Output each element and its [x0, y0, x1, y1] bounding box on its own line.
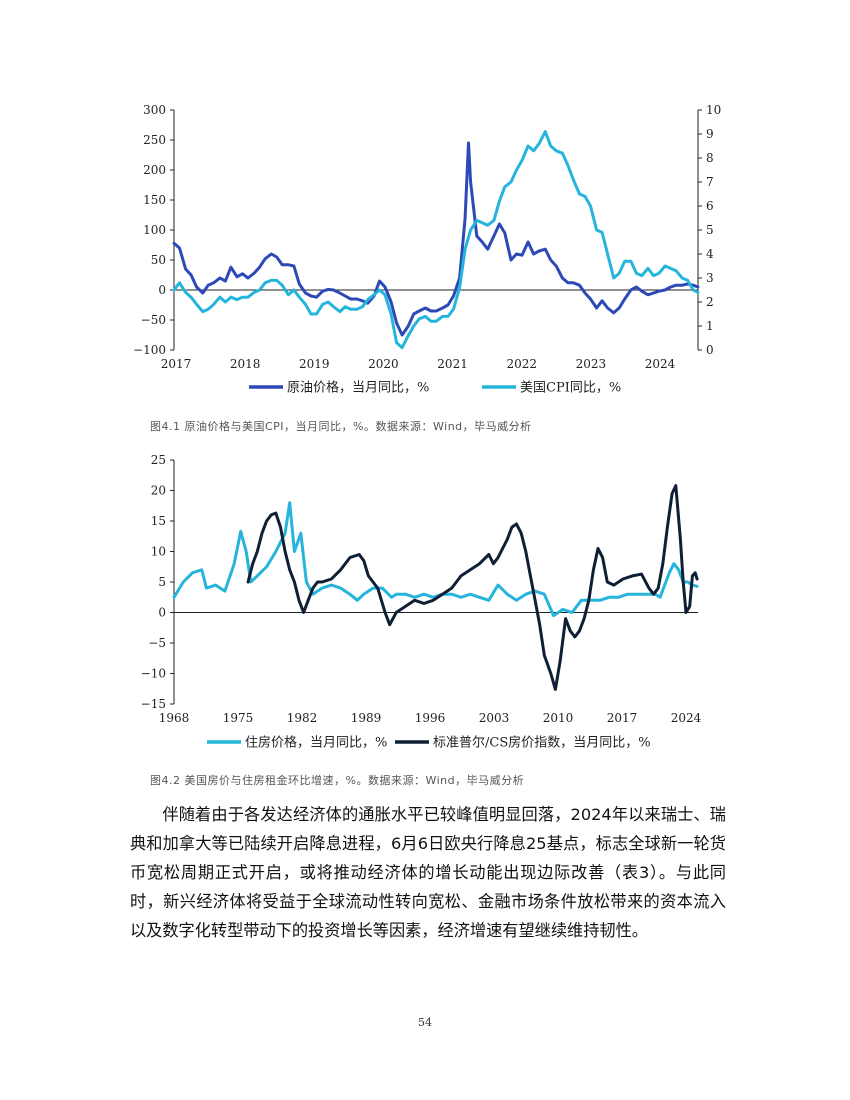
left-axis-tick-label: 0 — [158, 606, 166, 620]
x-axis-tick-label: 1996 — [415, 711, 446, 725]
x-axis-tick-label: 2024 — [671, 711, 702, 725]
figure-4-2-caption: 图4.2 美国房价与住房租金环比增速，%。数据来源：Wind，毕马威分析 — [150, 774, 525, 787]
x-axis-tick-label: 2018 — [230, 357, 261, 371]
right-axis-tick-label: 4 — [706, 247, 714, 261]
oil-cpi-chart: 300250200150100500−50−100109876543210201… — [133, 103, 721, 396]
left-axis-tick-label: 0 — [158, 283, 166, 297]
left-axis-tick-label: 150 — [143, 193, 166, 207]
right-axis-tick-label: 3 — [706, 271, 714, 285]
x-axis-tick-label: 2017 — [607, 711, 638, 725]
x-axis-tick-label: 2017 — [161, 357, 192, 371]
right-axis-tick-label: 7 — [706, 175, 714, 189]
right-axis-tick-label: 5 — [706, 223, 714, 237]
x-axis-tick-label: 1982 — [287, 711, 318, 725]
right-axis-tick-label: 1 — [706, 319, 714, 333]
right-axis-tick-label: 0 — [706, 343, 714, 357]
right-axis-tick-label: 9 — [706, 127, 714, 141]
legend-label-1: 原油价格，当月同比，% — [287, 380, 429, 396]
x-axis-tick-label: 1975 — [223, 711, 254, 725]
left-axis-tick-label: 50 — [151, 253, 166, 267]
series-line-2 — [246, 484, 699, 691]
left-axis-tick-label: 300 — [143, 103, 166, 117]
x-axis-tick-label: 1989 — [351, 711, 382, 725]
left-axis-tick-label: 200 — [143, 163, 166, 177]
x-axis-tick-label: 2010 — [543, 711, 574, 725]
body-paragraph: 伴随着由于各发达经济体的通胀水平已较峰值明显回落，2024年以来瑞士、瑞典和加拿… — [130, 805, 726, 940]
left-axis-tick-label: −50 — [141, 313, 166, 327]
left-axis-tick-label: 100 — [143, 223, 166, 237]
figure-4-1-caption: 图4.1 原油价格与美国CPI，当月同比，%。数据来源：Wind，毕马威分析 — [150, 420, 532, 433]
left-axis-tick-label: 5 — [158, 575, 166, 589]
right-axis-tick-label: 10 — [706, 103, 721, 117]
x-axis-tick-label: 2003 — [479, 711, 510, 725]
series-line-2 — [172, 130, 700, 350]
x-axis-tick-label: 2024 — [645, 357, 676, 371]
left-axis-tick-label: 250 — [143, 133, 166, 147]
left-axis-tick-label: 15 — [151, 514, 166, 528]
legend-label-2: 标准普尔/CS房价指数，当月同比，% — [433, 735, 651, 751]
x-axis-tick-label: 2019 — [299, 357, 330, 371]
right-axis-tick-label: 8 — [706, 151, 714, 165]
page-number: 54 — [418, 1016, 432, 1029]
x-axis-tick-label: 2023 — [576, 357, 607, 371]
right-axis-tick-label: 2 — [706, 295, 714, 309]
left-axis-tick-label: −15 — [141, 697, 166, 711]
legend-label-1: 住房价格，当月同比，% — [245, 735, 387, 751]
left-axis-tick-label: 10 — [151, 545, 166, 559]
x-axis-tick-label: 2020 — [368, 357, 399, 371]
series-line-1 — [172, 501, 699, 618]
x-axis-tick-label: 2022 — [506, 357, 537, 371]
left-axis-tick-label: 25 — [151, 453, 166, 467]
left-axis-tick-label: −5 — [148, 636, 166, 650]
left-axis-tick-label: −10 — [141, 667, 166, 681]
right-axis-tick-label: 6 — [706, 199, 714, 213]
left-axis-tick-label: 20 — [151, 484, 166, 498]
x-axis-tick-label: 1968 — [159, 711, 190, 725]
left-axis-tick-label: −100 — [133, 343, 166, 357]
legend-label-2: 美国CPI同比，% — [520, 381, 621, 396]
series-line-1 — [172, 141, 700, 337]
x-axis-tick-label: 2021 — [437, 357, 468, 371]
